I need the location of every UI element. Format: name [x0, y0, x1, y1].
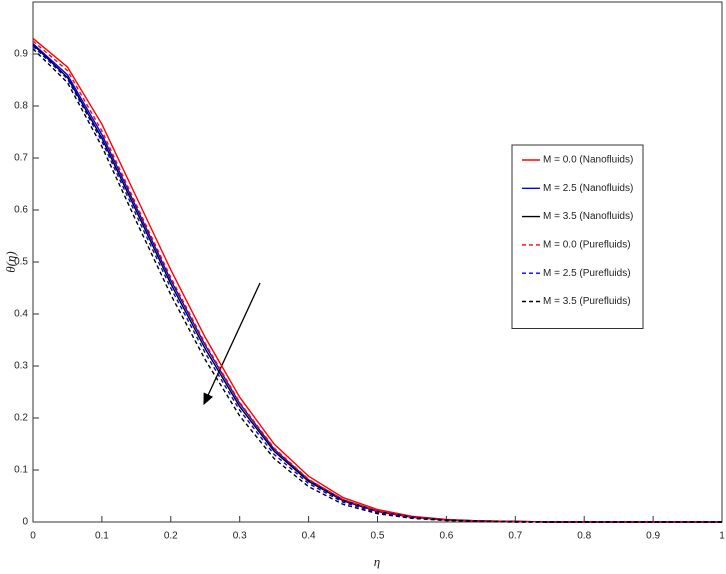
y-tick-label: 0.2 [14, 413, 28, 424]
legend-label: M = 0.0 (Purefluids) [543, 240, 631, 251]
x-axis-label: η [374, 554, 380, 569]
y-tick-label: 0.8 [14, 101, 28, 112]
y-axis-label: θ(η) [3, 251, 18, 273]
x-tick-label: 0.7 [508, 531, 522, 542]
x-tick-label: 0.6 [439, 531, 453, 542]
x-tick-label: 0.3 [233, 531, 247, 542]
x-tick-label: 0.2 [164, 531, 178, 542]
x-tick-label: 1 [719, 531, 725, 542]
y-tick-label: 0.3 [14, 361, 28, 372]
x-tick-label: 0.4 [302, 531, 316, 542]
legend-box [511, 144, 644, 329]
x-tick-label: 0.8 [577, 531, 591, 542]
arrow [203, 282, 261, 406]
legend-label: M = 2.5 (Nanofluids) [543, 183, 633, 194]
y-tick-label: 0.7 [14, 153, 28, 164]
series-line [32, 48, 722, 523]
y-tick-label: 0.4 [14, 309, 28, 320]
y-tick-label: 0.9 [14, 49, 28, 60]
x-tick-label: 0 [30, 531, 36, 542]
y-tick-label: 0.1 [14, 465, 28, 476]
legend-label: M = 2.5 (Purefluids) [543, 268, 631, 279]
legend-label: M = 3.5 (Nanofluids) [543, 211, 633, 222]
legend-label: M = 3.5 (Purefluids) [543, 296, 631, 307]
x-tick-label: 0.5 [371, 531, 385, 542]
legend-label: M = 0.0 (Nanofluids) [543, 155, 633, 166]
y-tick-label: 0.6 [14, 205, 28, 216]
x-tick-label: 0.9 [646, 531, 660, 542]
y-tick-label: 0.5 [14, 257, 28, 268]
x-tick-label: 0.1 [95, 531, 109, 542]
y-tick-label: 0 [22, 517, 28, 528]
